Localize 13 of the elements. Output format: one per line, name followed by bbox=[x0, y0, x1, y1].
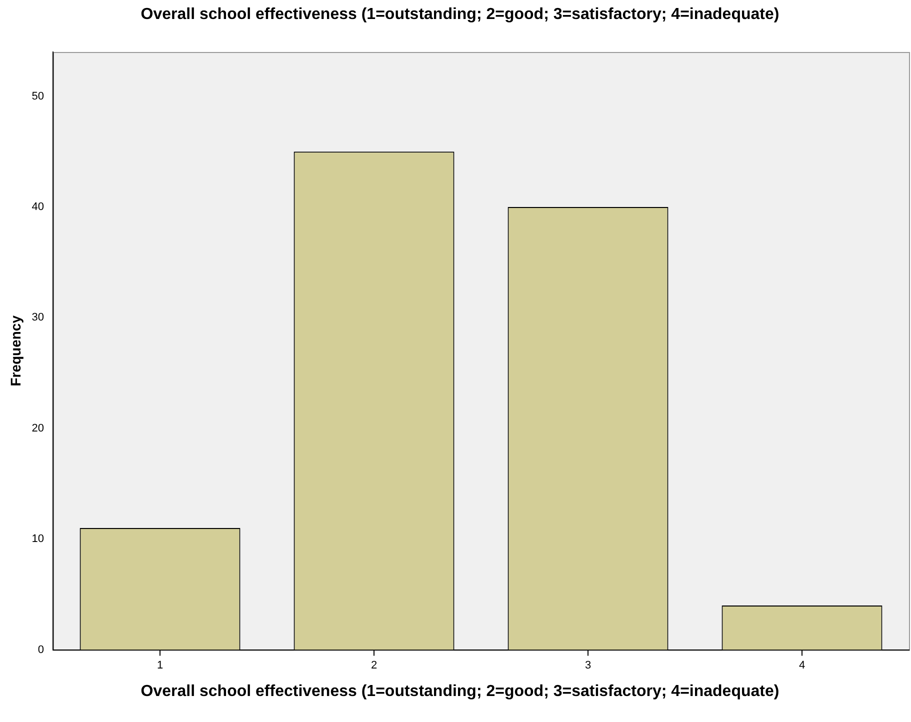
y-tick-label: 10 bbox=[32, 533, 44, 546]
y-axis-title: Frequency bbox=[7, 315, 24, 386]
x-tick-label: 2 bbox=[370, 659, 378, 672]
y-tick-label: 40 bbox=[32, 201, 44, 214]
chart-title: Overall school effectiveness (1=outstanding; 2=good; 3=satisfactory; 4=inadequate) bbox=[140, 6, 780, 24]
y-tick-label: 20 bbox=[32, 422, 44, 434]
y-tick-label: 50 bbox=[32, 90, 44, 102]
y-tick-label: 0 bbox=[38, 644, 44, 656]
x-tick-label: 1 bbox=[156, 659, 164, 672]
x-axis-title: Overall school effectiveness (1=outstanding; 2=good; 3=satisfactory; 4=inadequate) bbox=[140, 683, 780, 701]
y-tick-label: 30 bbox=[32, 312, 44, 324]
x-tick-label: 4 bbox=[798, 659, 806, 672]
x-tick-label: 3 bbox=[584, 659, 592, 672]
